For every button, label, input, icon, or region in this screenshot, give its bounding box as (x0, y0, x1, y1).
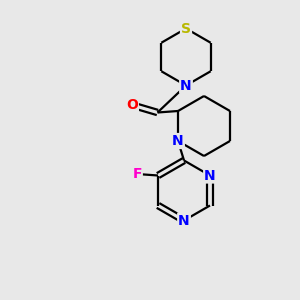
Text: N: N (178, 214, 190, 227)
Text: N: N (172, 134, 184, 148)
Text: S: S (181, 22, 191, 35)
Text: F: F (132, 167, 142, 181)
Text: N: N (180, 79, 192, 92)
Text: N: N (204, 169, 216, 182)
Text: O: O (126, 98, 138, 112)
